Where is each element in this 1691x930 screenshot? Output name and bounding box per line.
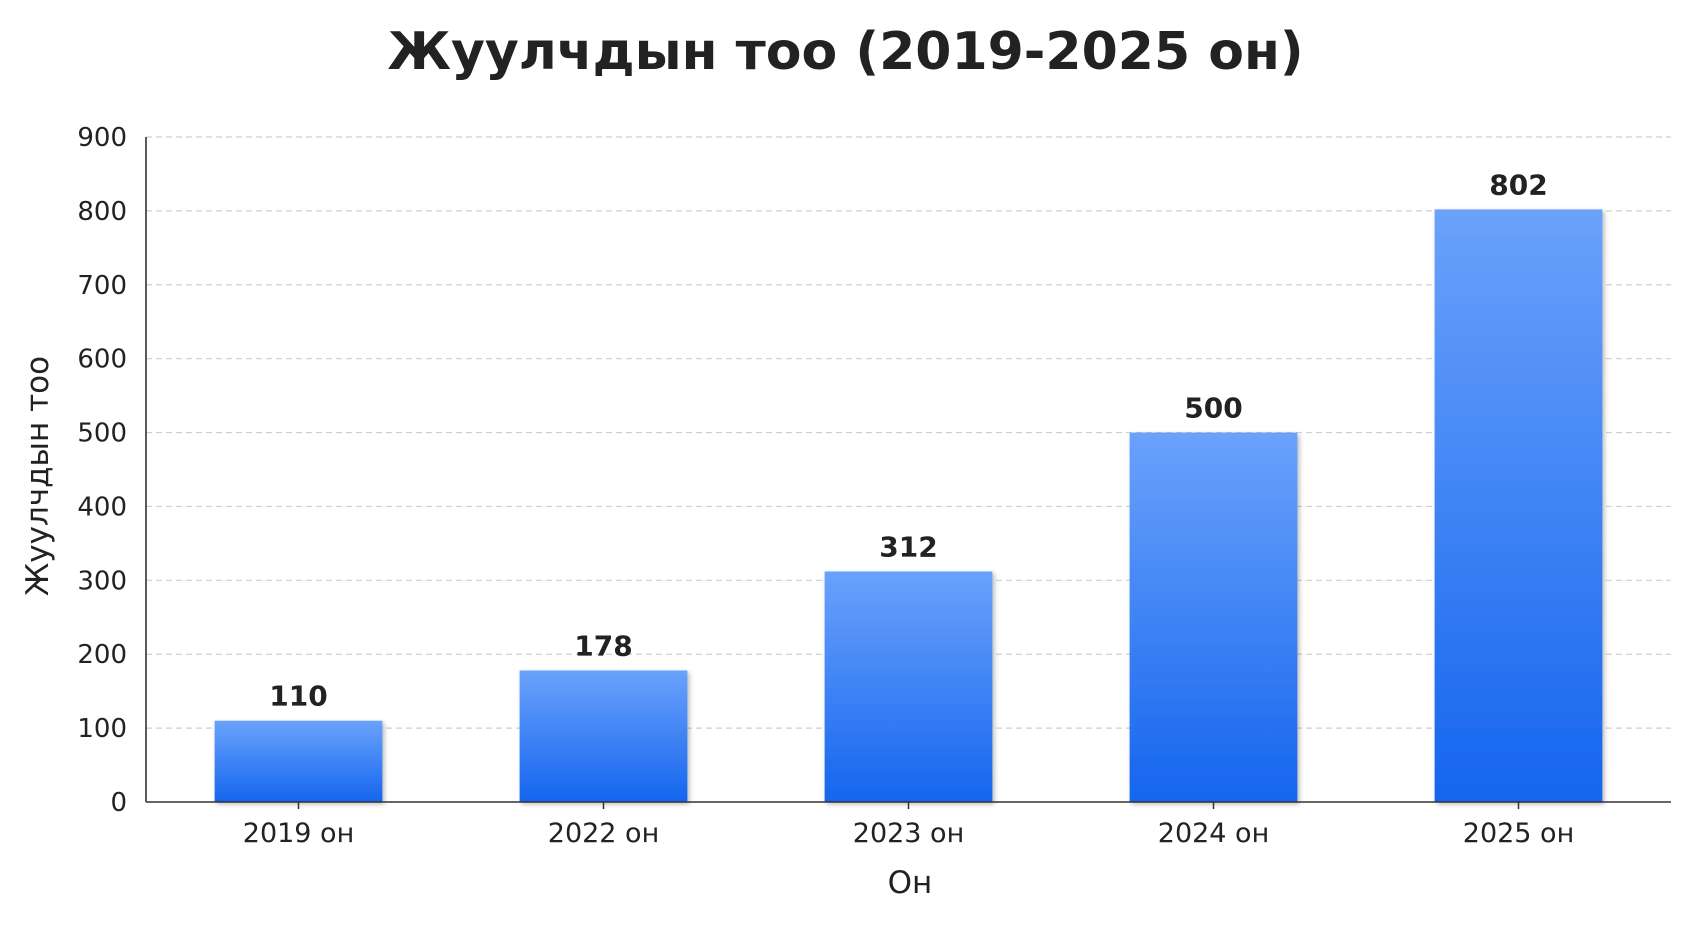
x-axis-title: Он — [888, 865, 933, 901]
bar — [1129, 432, 1298, 802]
y-tick-label: 400 — [77, 492, 127, 522]
bar — [824, 571, 993, 802]
bar — [214, 720, 383, 802]
y-tick-label: 700 — [77, 271, 127, 301]
axes — [145, 137, 1671, 803]
y-tick-label: 300 — [77, 566, 127, 596]
data-label: 802 — [1489, 168, 1547, 201]
data-label: 110 — [269, 680, 327, 713]
y-tick-label: 900 — [77, 123, 127, 153]
x-tick-label: 2022 он — [548, 818, 659, 849]
y-axis-ticks: 0 100 200 300 400 500 600 700 800 900 — [77, 123, 127, 818]
data-label: 312 — [879, 530, 937, 563]
x-tick-label: 2025 он — [1463, 818, 1574, 849]
y-tick-label: 600 — [77, 345, 127, 375]
y-axis-title: Жуулчдын тоо — [20, 356, 56, 596]
bar — [1434, 209, 1603, 802]
data-labels: 110 178 312 500 802 — [269, 168, 1547, 712]
x-tick-label: 2024 он — [1158, 818, 1269, 849]
bars — [214, 209, 1603, 802]
y-tick-label: 500 — [77, 419, 127, 449]
y-tick-label: 100 — [77, 714, 127, 744]
y-tick-label: 0 — [110, 788, 127, 818]
data-label: 178 — [574, 629, 632, 662]
y-tick-label: 200 — [77, 640, 127, 670]
chart-title: Жуулчдын тоо (2019-2025 он) — [387, 22, 1304, 82]
y-tick-label: 800 — [77, 197, 127, 227]
x-tick-label: 2019 он — [243, 818, 354, 849]
bar — [519, 670, 688, 802]
x-tick-label: 2023 он — [853, 818, 964, 849]
data-label: 500 — [1184, 392, 1242, 425]
x-axis-ticks: 2019 он 2022 он 2023 он 2024 он 2025 он — [243, 802, 1574, 849]
